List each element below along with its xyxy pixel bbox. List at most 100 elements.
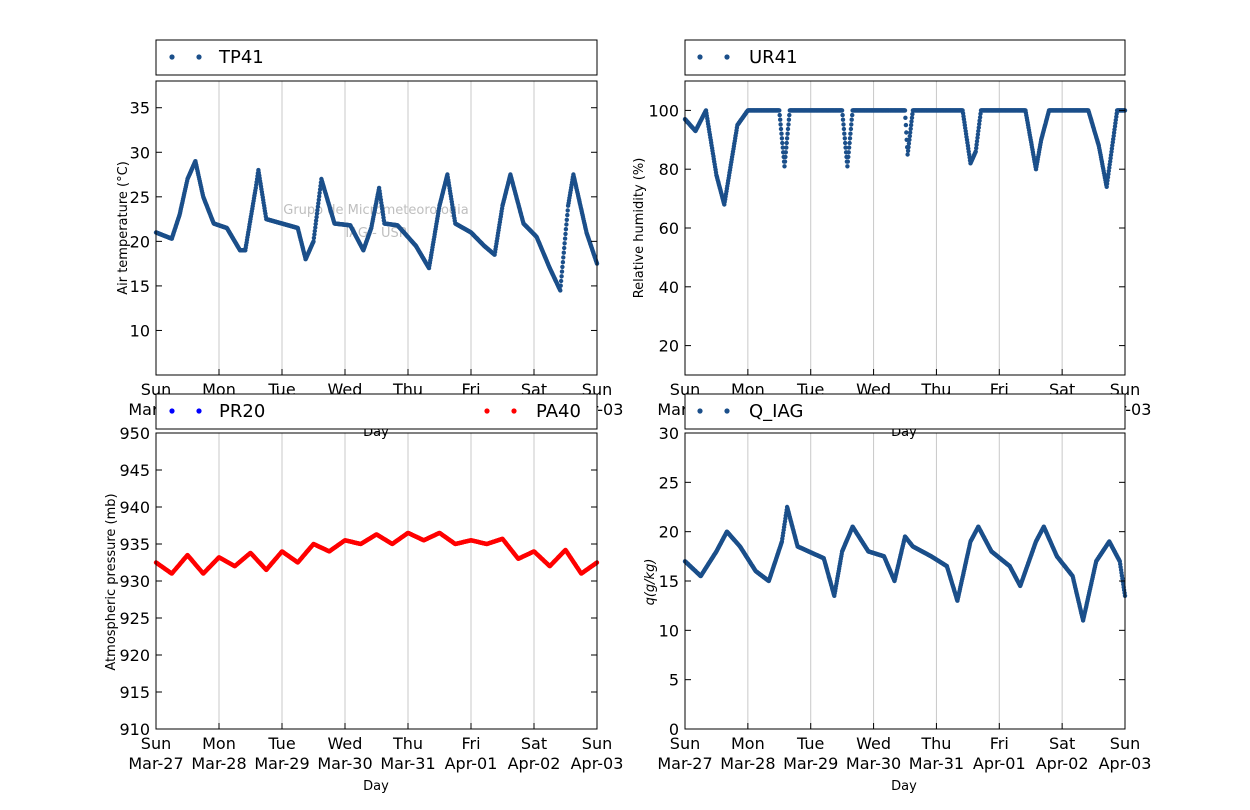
- y-tick-label: 910: [119, 720, 150, 739]
- legend-marker: [724, 54, 730, 60]
- data-point: [1104, 181, 1110, 186]
- data-point: [903, 122, 909, 128]
- series-pa40: [153, 530, 600, 576]
- x-tick-day: Fri: [461, 734, 480, 753]
- data-point: [312, 228, 317, 234]
- x-tick-day: Thu: [920, 734, 951, 753]
- data-point: [777, 112, 782, 118]
- y-axis-label: Air temperature (°C): [116, 161, 131, 295]
- y-tick-label: 920: [119, 646, 150, 665]
- x-tick-date: Apr-02: [508, 754, 561, 773]
- legend-marker: [511, 408, 517, 414]
- data-point: [907, 137, 912, 142]
- data-point: [841, 126, 847, 132]
- x-tick-date: Mar-31: [380, 754, 435, 773]
- x-tick-day: Fri: [990, 734, 1009, 753]
- x-tick-day: Thu: [392, 734, 423, 753]
- data-point: [558, 278, 564, 284]
- x-tick-day: Sun: [670, 734, 700, 753]
- y-tick-label: 940: [119, 498, 150, 517]
- data-point: [1111, 133, 1116, 139]
- data-point: [313, 221, 318, 227]
- data-point: [563, 227, 569, 232]
- y-axis-label: Atmospheric pressure (mb): [104, 493, 119, 670]
- data-point: [977, 115, 983, 120]
- x-tick-date: Apr-01: [445, 754, 498, 773]
- data-point: [978, 111, 983, 117]
- data-point: [1107, 165, 1112, 170]
- x-axis-label: Day: [891, 779, 917, 794]
- data-point: [974, 145, 979, 151]
- series-tp41: [153, 159, 600, 293]
- data-point: [976, 128, 981, 134]
- y-tick-label: 950: [119, 424, 150, 443]
- data-point: [846, 150, 851, 155]
- legend-label-pa40: PA40: [536, 401, 581, 422]
- data-point: [1114, 114, 1119, 120]
- data-point: [839, 108, 845, 113]
- series-q-iag: [682, 504, 1128, 623]
- data-point: [314, 214, 319, 220]
- plot-frame: [155, 432, 598, 730]
- x-tick-date: Mar-29: [254, 754, 309, 773]
- data-point: [564, 217, 569, 222]
- data-point: [846, 154, 851, 160]
- data-point: [1108, 156, 1113, 161]
- legend-marker: [697, 408, 703, 414]
- legend-label-pr20: PR20: [219, 401, 265, 422]
- y-tick-label: 15: [659, 572, 679, 591]
- data-point: [562, 245, 567, 251]
- data-point: [906, 141, 912, 146]
- data-point: [843, 145, 848, 150]
- data-point: [785, 126, 791, 132]
- data-point: [848, 126, 854, 132]
- x-tick-day: Tue: [796, 734, 824, 753]
- data-point: [977, 118, 982, 123]
- y-tick-label: 100: [648, 101, 679, 120]
- data-point: [784, 145, 789, 150]
- y-axis-ticks: 20 40 60 80 100: [648, 101, 1125, 356]
- data-point: [905, 148, 911, 153]
- x-tick-day: Sun: [141, 734, 171, 753]
- series-ur41: [682, 108, 1128, 207]
- y-tick-label: 30: [130, 143, 150, 162]
- y-tick-label: 945: [119, 461, 150, 480]
- data-point: [779, 136, 785, 141]
- data-point: [976, 125, 981, 130]
- data-point: [842, 136, 847, 141]
- data-point: [845, 164, 850, 169]
- y-tick-label: 0: [669, 720, 679, 739]
- data-point: [783, 154, 788, 160]
- data-point: [908, 126, 913, 131]
- data-point: [975, 135, 980, 140]
- data-point: [840, 112, 845, 118]
- data-point: [312, 232, 317, 237]
- y-axis-ticks: 10 15 20 25 30 35: [130, 99, 597, 340]
- y-tick-label: 10: [130, 321, 150, 340]
- data-point: [1109, 149, 1114, 154]
- data-point: [560, 260, 566, 265]
- y-tick-label: 10: [659, 621, 679, 640]
- data-point: [559, 269, 565, 274]
- data-point: [907, 133, 912, 139]
- data-point: [777, 108, 782, 113]
- data-point: [908, 130, 913, 135]
- data-point: [905, 152, 910, 157]
- x-tick-date: Mar-30: [317, 754, 372, 773]
- x-tick-day: Sat: [521, 734, 547, 753]
- data-point: [849, 117, 854, 122]
- data-point: [778, 122, 783, 127]
- x-tick-day: Sun: [582, 734, 612, 753]
- data-point: [850, 112, 855, 118]
- legend-label-tp41: TP41: [218, 47, 264, 68]
- x-tick-date: Mar-27: [128, 754, 183, 773]
- legend-box: [155, 393, 598, 430]
- y-tick-label: 935: [119, 535, 150, 554]
- data-point: [847, 140, 852, 146]
- data-point: [780, 145, 785, 150]
- data-point: [906, 145, 911, 150]
- data-point: [316, 201, 321, 206]
- x-tick-date: Apr-01: [973, 754, 1026, 773]
- x-tick-date: Apr-03: [1099, 754, 1152, 773]
